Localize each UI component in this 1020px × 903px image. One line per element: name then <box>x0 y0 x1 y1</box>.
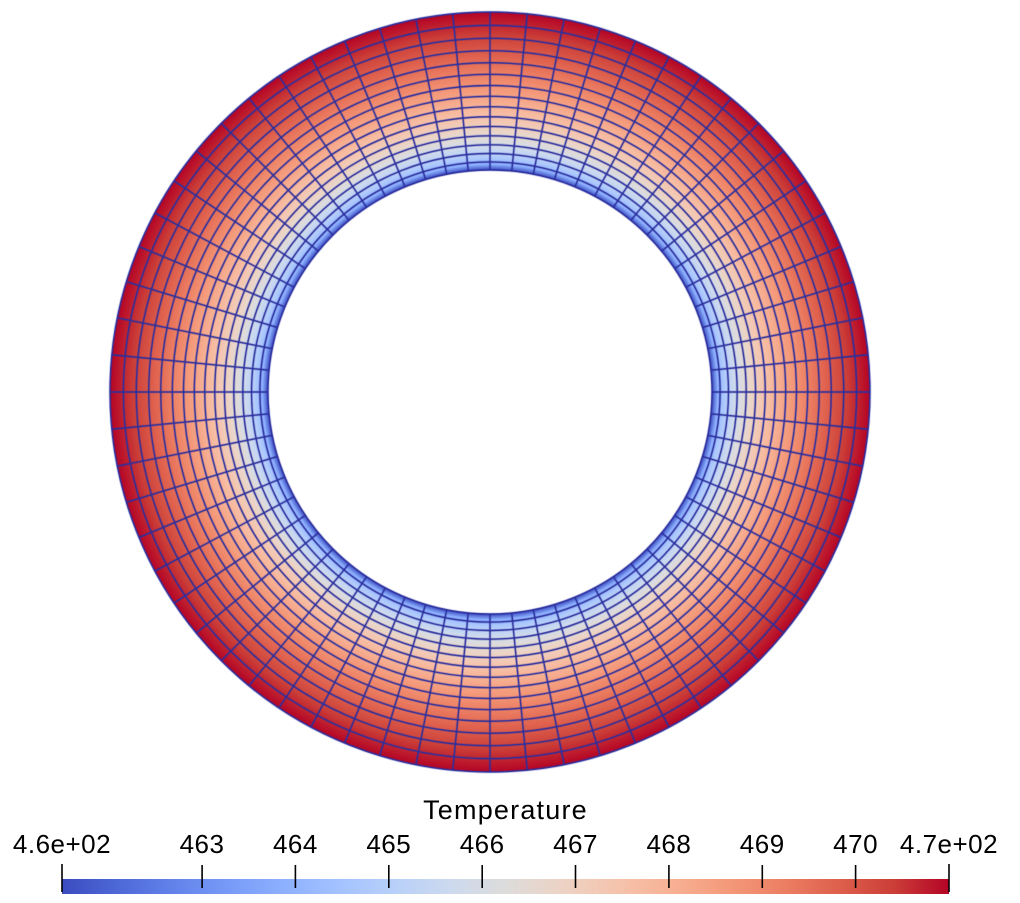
colorbar-tick-label: 466 <box>459 829 505 859</box>
colorbar-tick-label: 470 <box>833 829 879 859</box>
colorbar-tick-label: 469 <box>739 829 785 859</box>
colorbar-ticks <box>61 864 950 892</box>
colorbar-tick-label: 465 <box>366 829 412 859</box>
colorbar-tick-label: 468 <box>646 829 692 859</box>
colorbar-range-min-label: 4.6e+02 <box>12 829 112 859</box>
colorbar-title: Temperature <box>423 795 588 825</box>
colorbar-range-max-label: 4.7e+02 <box>899 829 999 859</box>
colorbar-tick-label: 463 <box>179 829 225 859</box>
colorbar-tick-label: 467 <box>553 829 598 859</box>
mesh-grid <box>109 11 871 773</box>
colorbar-gradient[interactable] <box>62 879 949 894</box>
colorbar-tick-label: 464 <box>272 829 318 859</box>
